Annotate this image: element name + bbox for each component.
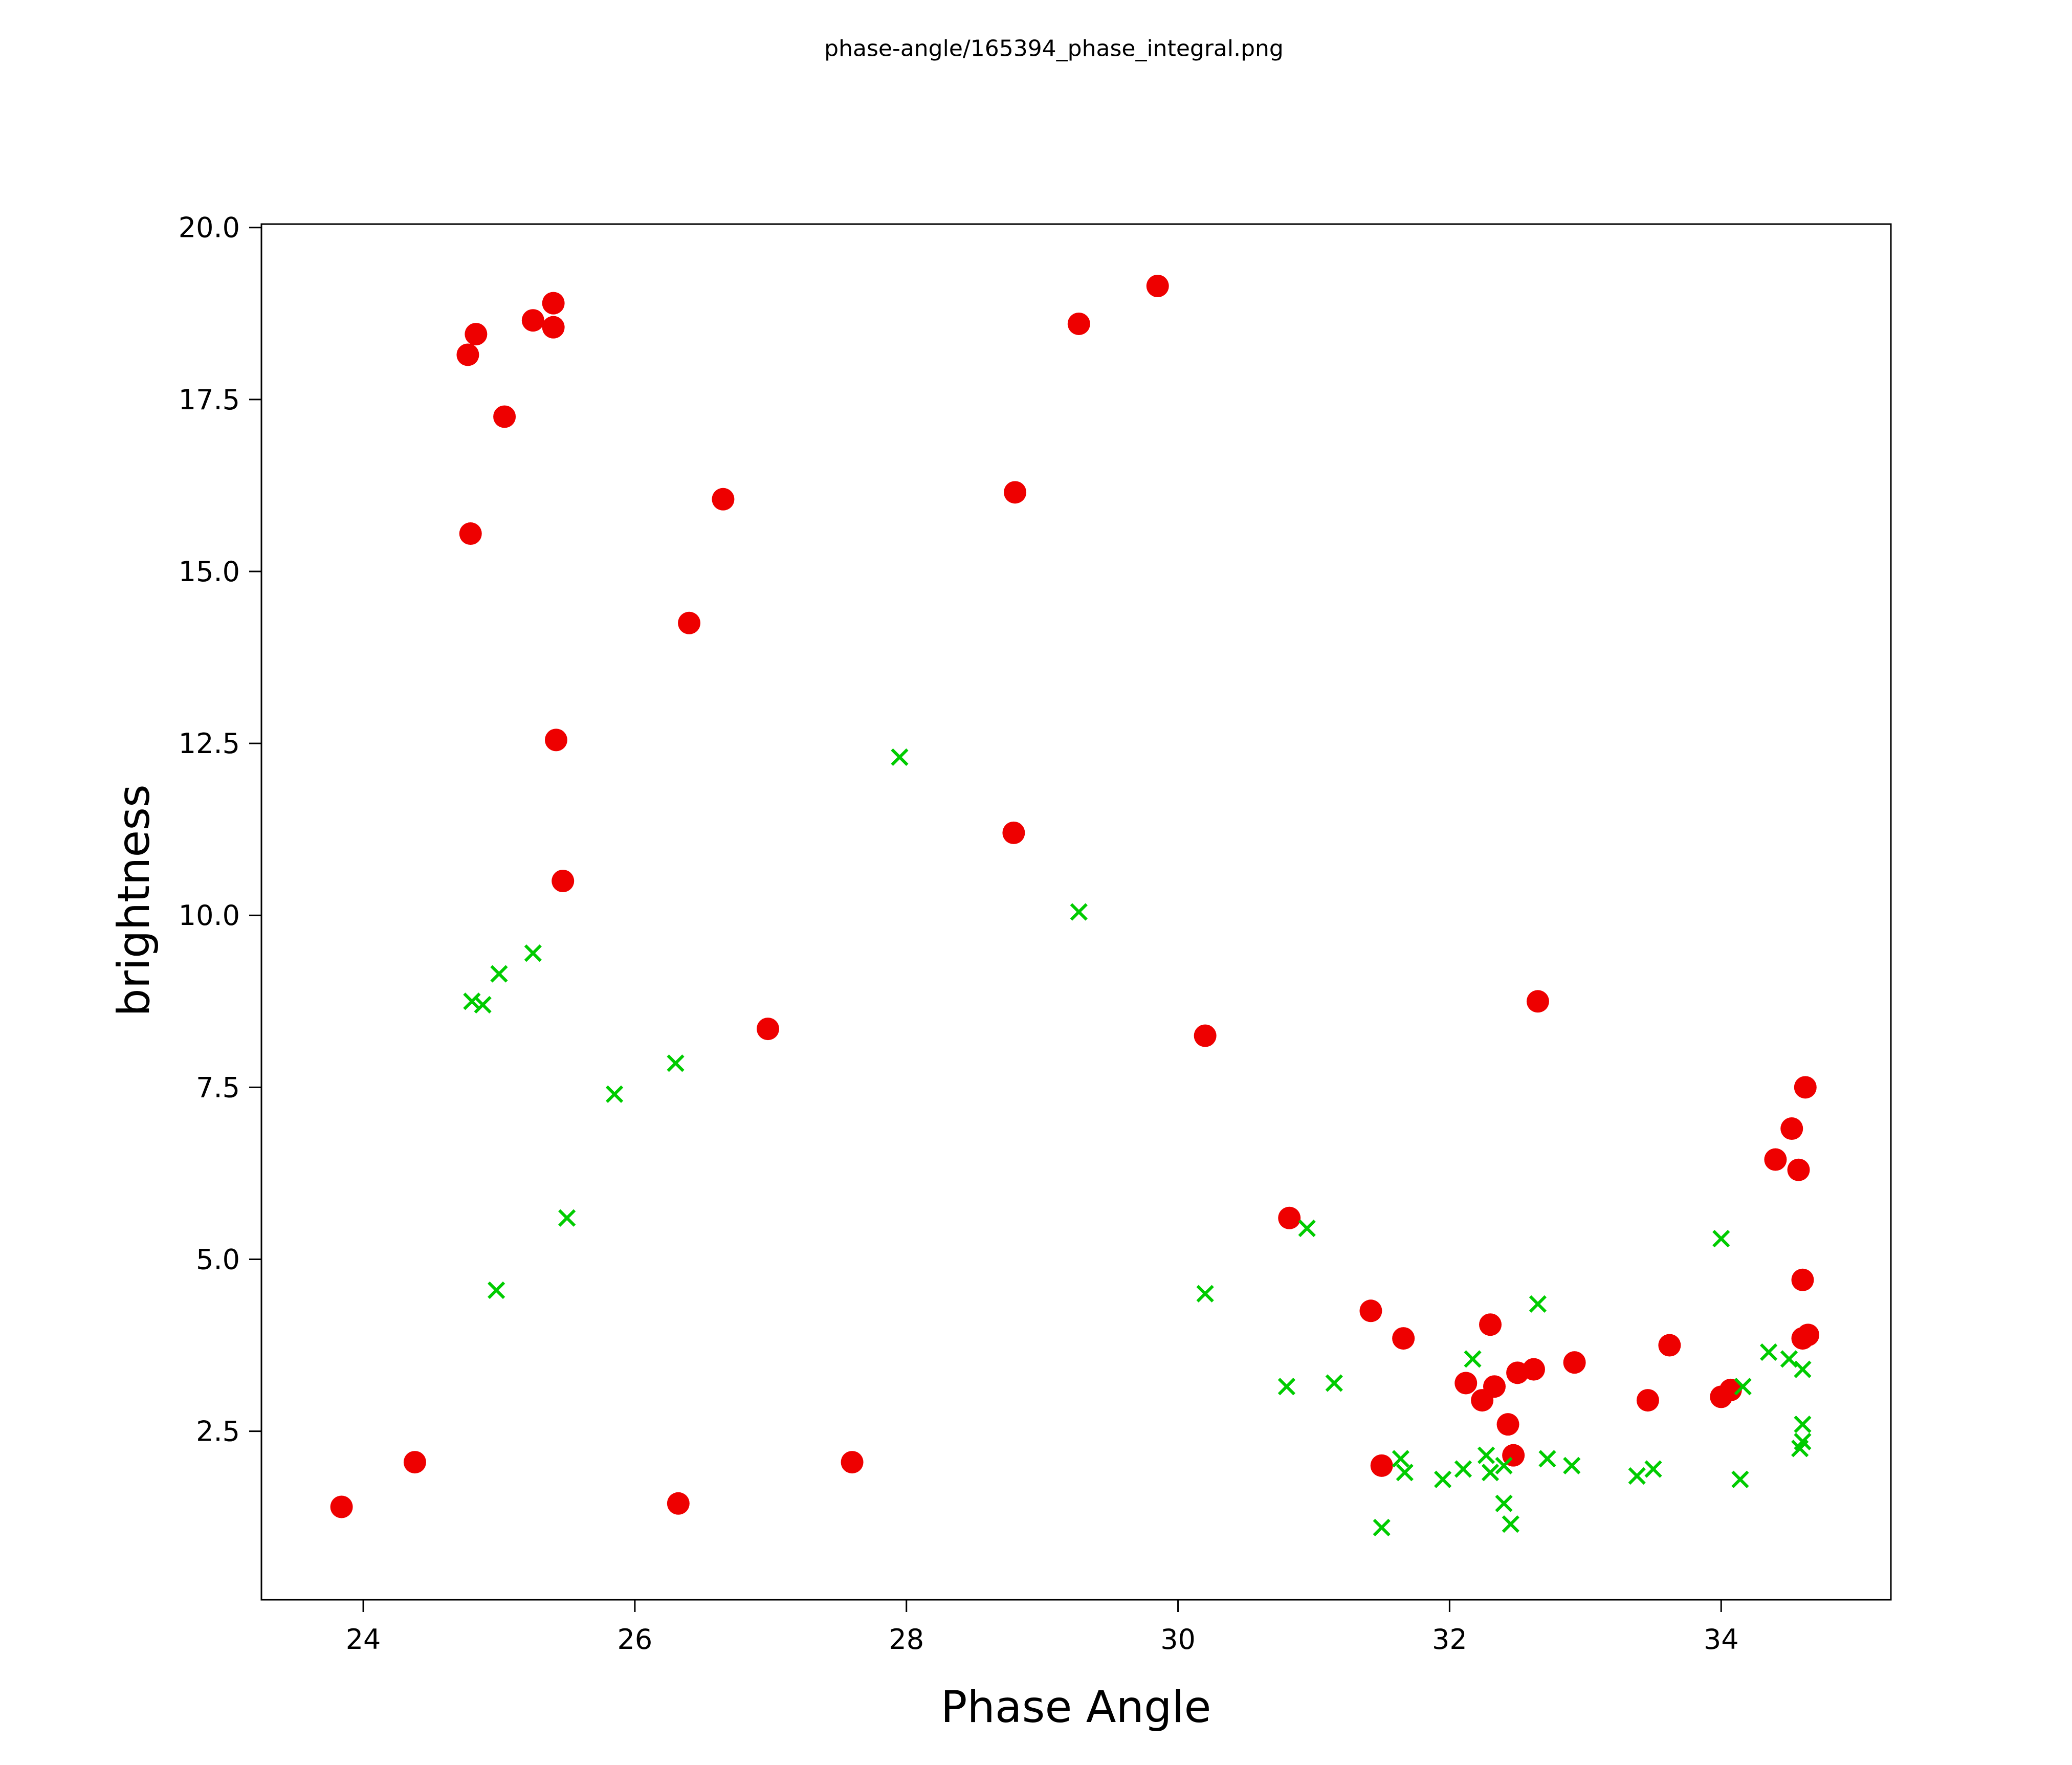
- red-circles-marker: [1797, 1323, 1820, 1347]
- x-tick-label: 24: [346, 1623, 381, 1656]
- green-crosses-marker: [1529, 1295, 1547, 1313]
- green-crosses-marker: [1712, 1230, 1730, 1248]
- green-crosses-marker: [558, 1209, 576, 1227]
- plot-border: [260, 223, 1892, 1601]
- red-circles-marker: [1636, 1389, 1659, 1412]
- y-tick-label: 17.5: [179, 384, 240, 416]
- green-crosses-marker: [1563, 1457, 1581, 1474]
- chart-title: phase-angle/165394_phase_integral.png: [824, 35, 1284, 62]
- red-circles-marker: [1194, 1024, 1217, 1047]
- green-crosses-marker: [1734, 1378, 1752, 1396]
- red-circles-marker: [1780, 1117, 1803, 1140]
- red-circles-marker: [459, 522, 482, 545]
- red-circles-marker: [1794, 1076, 1817, 1099]
- red-circles-marker: [521, 309, 544, 332]
- green-crosses-marker: [1495, 1457, 1513, 1474]
- red-circles-marker: [1658, 1334, 1681, 1357]
- x-tick-label: 30: [1160, 1623, 1196, 1656]
- green-crosses-marker: [1731, 1470, 1749, 1488]
- red-circles-marker: [403, 1451, 426, 1474]
- green-crosses-marker: [1538, 1450, 1556, 1468]
- green-crosses-marker: [1325, 1374, 1343, 1392]
- red-circles-marker: [1719, 1378, 1742, 1401]
- green-crosses-marker: [1434, 1470, 1452, 1488]
- red-circles-marker: [1791, 1268, 1814, 1291]
- x-tick-label: 28: [889, 1623, 924, 1656]
- x-tick-label: 26: [618, 1623, 653, 1656]
- x-axis-label: Phase Angle: [940, 1682, 1211, 1733]
- green-crosses-marker: [1392, 1450, 1409, 1468]
- y-tick-label: 7.5: [196, 1071, 240, 1104]
- red-circles-marker: [1483, 1375, 1506, 1398]
- green-crosses-marker: [1794, 1432, 1812, 1450]
- green-crosses-marker: [1196, 1285, 1214, 1303]
- green-crosses-marker: [1502, 1515, 1519, 1533]
- red-circles-marker: [1479, 1313, 1502, 1336]
- red-circles-marker: [1764, 1148, 1787, 1171]
- y-tick-label: 20.0: [179, 212, 240, 244]
- red-circles-marker: [330, 1495, 353, 1518]
- green-crosses-marker: [1780, 1350, 1798, 1368]
- red-circles-marker: [1522, 1358, 1545, 1381]
- y-tick-label: 12.5: [179, 727, 240, 760]
- red-circles-marker: [1370, 1454, 1393, 1477]
- green-crosses-marker: [474, 996, 492, 1014]
- green-crosses-marker: [524, 944, 542, 962]
- red-circles-marker: [1359, 1299, 1382, 1322]
- y-tick-label: 15.0: [179, 556, 240, 588]
- green-crosses-marker: [1644, 1460, 1662, 1478]
- green-crosses-marker: [1760, 1343, 1778, 1361]
- green-crosses-marker: [1373, 1518, 1391, 1536]
- green-crosses-marker: [1396, 1464, 1414, 1482]
- green-crosses-marker: [463, 992, 481, 1010]
- green-crosses-marker: [605, 1085, 624, 1103]
- green-crosses-marker: [1794, 1416, 1812, 1433]
- green-crosses-marker: [1481, 1464, 1500, 1482]
- y-tick-label: 2.5: [196, 1416, 240, 1448]
- red-circles-marker: [542, 292, 565, 315]
- green-crosses-marker: [1794, 1360, 1812, 1378]
- red-circles-marker: [1004, 481, 1027, 504]
- red-circles-marker: [1526, 990, 1549, 1013]
- x-tick-label: 34: [1704, 1623, 1739, 1656]
- red-circles-marker: [841, 1451, 864, 1474]
- y-tick-label: 5.0: [196, 1243, 240, 1275]
- green-crosses-marker: [1477, 1446, 1495, 1464]
- red-circles-marker: [1067, 312, 1090, 335]
- red-circles-marker: [1278, 1206, 1301, 1229]
- green-crosses-marker: [1454, 1460, 1472, 1478]
- red-circles-marker: [493, 405, 516, 428]
- green-crosses-marker: [891, 748, 909, 766]
- green-crosses-marker: [1628, 1467, 1646, 1485]
- y-tick-label: 10.0: [179, 899, 240, 932]
- red-circles-marker: [1496, 1413, 1519, 1436]
- red-circles-marker: [544, 729, 567, 752]
- red-circles-marker: [1787, 1158, 1810, 1181]
- green-crosses-marker: [490, 965, 508, 983]
- red-circles-marker: [1563, 1351, 1586, 1374]
- red-circles-marker: [757, 1018, 780, 1041]
- green-crosses-marker: [1298, 1219, 1316, 1238]
- red-circles-marker: [1146, 275, 1169, 298]
- red-circles-marker: [1454, 1372, 1478, 1395]
- red-circles-marker: [678, 611, 701, 634]
- green-crosses-marker: [667, 1054, 685, 1072]
- green-crosses-marker: [1070, 903, 1088, 921]
- green-crosses-marker: [1464, 1350, 1482, 1368]
- red-circles-marker: [712, 488, 735, 511]
- red-circles-marker: [542, 316, 565, 339]
- red-circles-marker: [552, 869, 575, 892]
- green-crosses-marker: [1277, 1378, 1296, 1396]
- red-circles-marker: [1392, 1327, 1415, 1350]
- x-tick-label: 32: [1432, 1623, 1467, 1656]
- red-circles-marker: [667, 1492, 690, 1515]
- green-crosses-marker: [1495, 1494, 1513, 1512]
- red-circles-marker: [456, 343, 479, 366]
- red-circles-marker: [1002, 821, 1025, 844]
- red-circles-marker: [465, 323, 488, 346]
- green-crosses-marker: [488, 1281, 505, 1299]
